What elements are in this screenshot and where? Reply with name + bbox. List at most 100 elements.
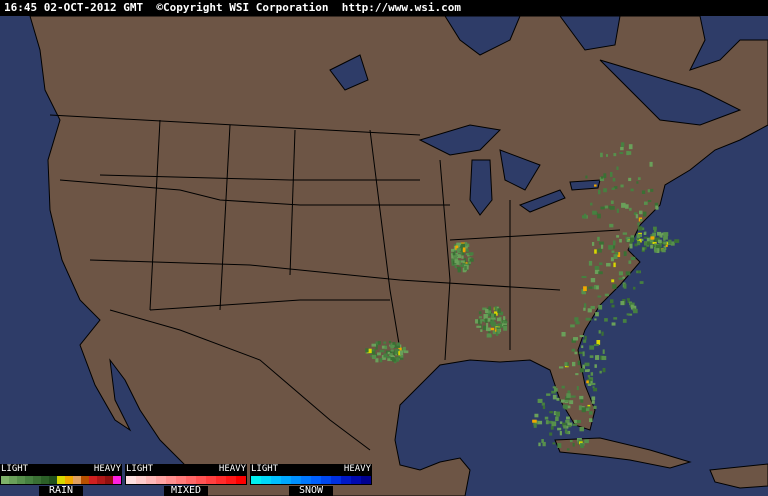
- legend-swatch: [1, 476, 9, 484]
- radar-echo: [535, 420, 539, 424]
- legend-swatch: [251, 476, 261, 484]
- radar-echo: [565, 426, 569, 429]
- radar-echo: [383, 341, 387, 344]
- radar-echo: [548, 420, 553, 424]
- website-url[interactable]: http://www.wsi.com: [341, 1, 462, 14]
- radar-echo: [465, 253, 469, 256]
- radar-echo: [460, 243, 466, 248]
- legend-swatch: [105, 476, 113, 484]
- radar-echo: [389, 354, 394, 359]
- radar-echo: [559, 431, 562, 436]
- legend-swatch: [146, 476, 156, 484]
- radar-echo: [370, 349, 376, 355]
- radar-echo: [567, 390, 571, 394]
- legend-swatch: [236, 476, 246, 484]
- radar-echo: [633, 308, 638, 314]
- radar-echo: [650, 236, 655, 240]
- radar-echo: [586, 380, 589, 384]
- radar-echo: [643, 201, 648, 205]
- radar-echo: [468, 261, 471, 264]
- radar-echo: [457, 267, 461, 273]
- radar-echo: [647, 189, 650, 193]
- radar-echo: [601, 355, 607, 361]
- radar-echo: [492, 313, 497, 318]
- radar-echo: [602, 367, 606, 373]
- radar-echo: [533, 422, 537, 426]
- radar-echo: [619, 238, 622, 243]
- radar-echo: [584, 335, 587, 341]
- radar-echo: [451, 248, 456, 252]
- radar-echo: [659, 242, 662, 247]
- radar-echo: [594, 184, 597, 187]
- radar-echo: [583, 303, 587, 308]
- radar-echo: [655, 244, 661, 249]
- legend-swatch: [176, 476, 186, 484]
- radar-echo: [493, 311, 498, 316]
- lake-erie: [518, 189, 566, 213]
- radar-echo: [649, 161, 653, 167]
- legend-swatch: [136, 476, 146, 484]
- radar-echo: [640, 218, 643, 222]
- legend-color-bar: [250, 475, 372, 485]
- radar-echo: [626, 313, 630, 316]
- radar-echo: [663, 243, 667, 247]
- radar-echo: [650, 240, 653, 244]
- radar-echo: [387, 351, 390, 355]
- radar-echo: [641, 249, 645, 252]
- water-bodies: [329, 15, 742, 216]
- radar-echo: [375, 358, 379, 363]
- radar-echo: [590, 202, 593, 206]
- radar-echo: [612, 177, 616, 182]
- radar-echo: [551, 390, 556, 394]
- radar-echo: [616, 166, 619, 170]
- radar-echo: [454, 265, 457, 269]
- radar-echo: [551, 421, 557, 427]
- radar-echo: [498, 311, 504, 316]
- radar-echo: [591, 396, 596, 401]
- radar-echo: [622, 319, 627, 323]
- radar-echo: [620, 301, 625, 306]
- radar-echo: [628, 177, 632, 182]
- radar-echo: [583, 339, 587, 343]
- radar-echo: [642, 247, 645, 251]
- radar-echo: [581, 407, 586, 413]
- radar-echo: [630, 188, 634, 192]
- radar-echo: [615, 252, 619, 255]
- radar-echo: [602, 349, 605, 354]
- radar-echo: [563, 399, 569, 403]
- radar-echo: [478, 311, 482, 315]
- legend-swatch: [186, 476, 196, 484]
- radar-echo: [550, 426, 554, 430]
- radar-echo: [598, 271, 603, 275]
- radar-echo: [629, 207, 632, 211]
- radar-echo: [460, 264, 464, 267]
- legend-swatch: [196, 476, 206, 484]
- radar-echo: [566, 362, 569, 367]
- radar-echo: [660, 233, 663, 238]
- radar-echo: [636, 240, 641, 246]
- radar-echo: [628, 144, 633, 150]
- radar-echo: [566, 393, 571, 398]
- radar-echo: [622, 232, 628, 235]
- radar-echo: [630, 256, 636, 261]
- radar-echo: [468, 252, 474, 256]
- radar-echo: [611, 304, 615, 308]
- legend-swatch: [126, 476, 136, 484]
- radar-echo: [488, 310, 491, 314]
- radar-echo: [582, 351, 585, 357]
- radar-echo: [400, 353, 404, 358]
- radar-echo: [654, 248, 658, 253]
- radar-echo: [613, 254, 618, 260]
- radar-echo: [587, 404, 591, 408]
- radar-echo: [638, 210, 643, 215]
- radar-echo: [392, 358, 396, 362]
- radar-echo: [637, 226, 643, 231]
- radar-echo: [623, 251, 627, 257]
- radar-echo: [598, 189, 601, 195]
- radar-echo: [618, 271, 623, 276]
- radar-echo: [613, 317, 618, 320]
- radar-echo: [663, 232, 669, 236]
- radar-echo: [497, 329, 501, 334]
- radar-echo: [641, 190, 646, 194]
- radar-echo: [379, 358, 383, 363]
